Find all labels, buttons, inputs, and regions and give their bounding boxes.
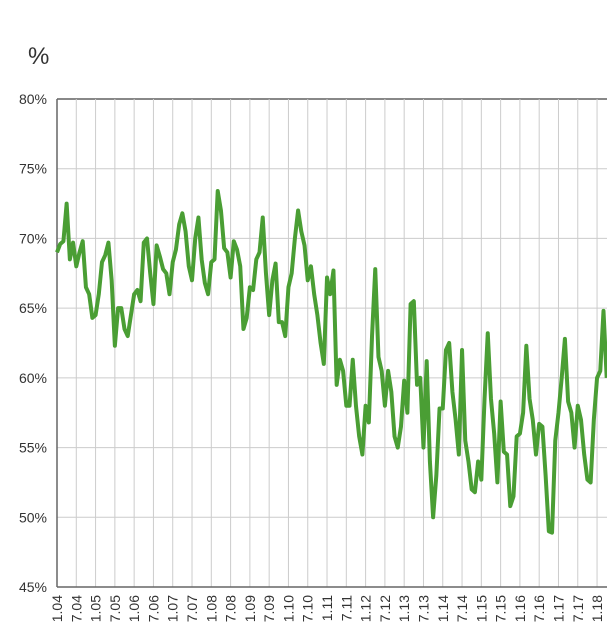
y-tick-label: 80%	[19, 91, 47, 107]
x-tick-label: 1.10	[280, 595, 296, 622]
x-tick-label: 7.10	[300, 595, 316, 622]
y-tick-label: 70%	[19, 230, 47, 246]
x-tick-label: 7.09	[261, 595, 277, 622]
x-tick-label: 7.14	[454, 595, 470, 622]
y-tick-label: 60%	[19, 370, 47, 386]
x-tick-label: 1.17	[550, 595, 566, 622]
y-tick-label: 45%	[19, 579, 47, 595]
y-tick-label: 50%	[19, 509, 47, 525]
x-tick-label: 7.04	[68, 595, 84, 622]
x-tick-label: 1.14	[435, 595, 451, 622]
x-tick-label: 1.05	[88, 595, 104, 622]
x-tick-label: 1.07	[165, 595, 181, 622]
x-tick-label: 7.11	[338, 595, 354, 621]
x-tick-label: 1.12	[358, 595, 374, 622]
y-tick-label: 65%	[19, 300, 47, 316]
x-tick-label: 1.11	[319, 595, 335, 621]
data-line	[55, 189, 607, 535]
x-tick-label: 7.06	[145, 595, 161, 622]
x-tick-label: 7.05	[107, 595, 123, 622]
x-tick-label: 1.18	[589, 595, 605, 622]
x-tick-label: 7.12	[377, 595, 393, 622]
x-tick-label: 1.09	[242, 595, 258, 622]
x-tick-label: 7.15	[493, 595, 509, 622]
x-tick-label: 1.13	[396, 595, 412, 622]
y-tick-label: 55%	[19, 440, 47, 456]
x-tick-label: 1.08	[203, 595, 219, 622]
x-tick-label: 1.06	[126, 595, 142, 622]
x-tick-label: 1.04	[49, 595, 65, 622]
x-tick-label: 7.13	[415, 595, 431, 622]
x-tick-label: 7.17	[570, 595, 586, 622]
y-axis-unit: %	[28, 43, 49, 70]
x-tick-label: 1.16	[512, 595, 528, 622]
y-tick-label: 75%	[19, 161, 47, 177]
x-tick-label: 7.08	[223, 595, 239, 622]
x-tick-label: 1.15	[473, 595, 489, 622]
x-tick-label: 7.16	[531, 595, 547, 622]
x-tick-label: 7.07	[184, 595, 200, 622]
